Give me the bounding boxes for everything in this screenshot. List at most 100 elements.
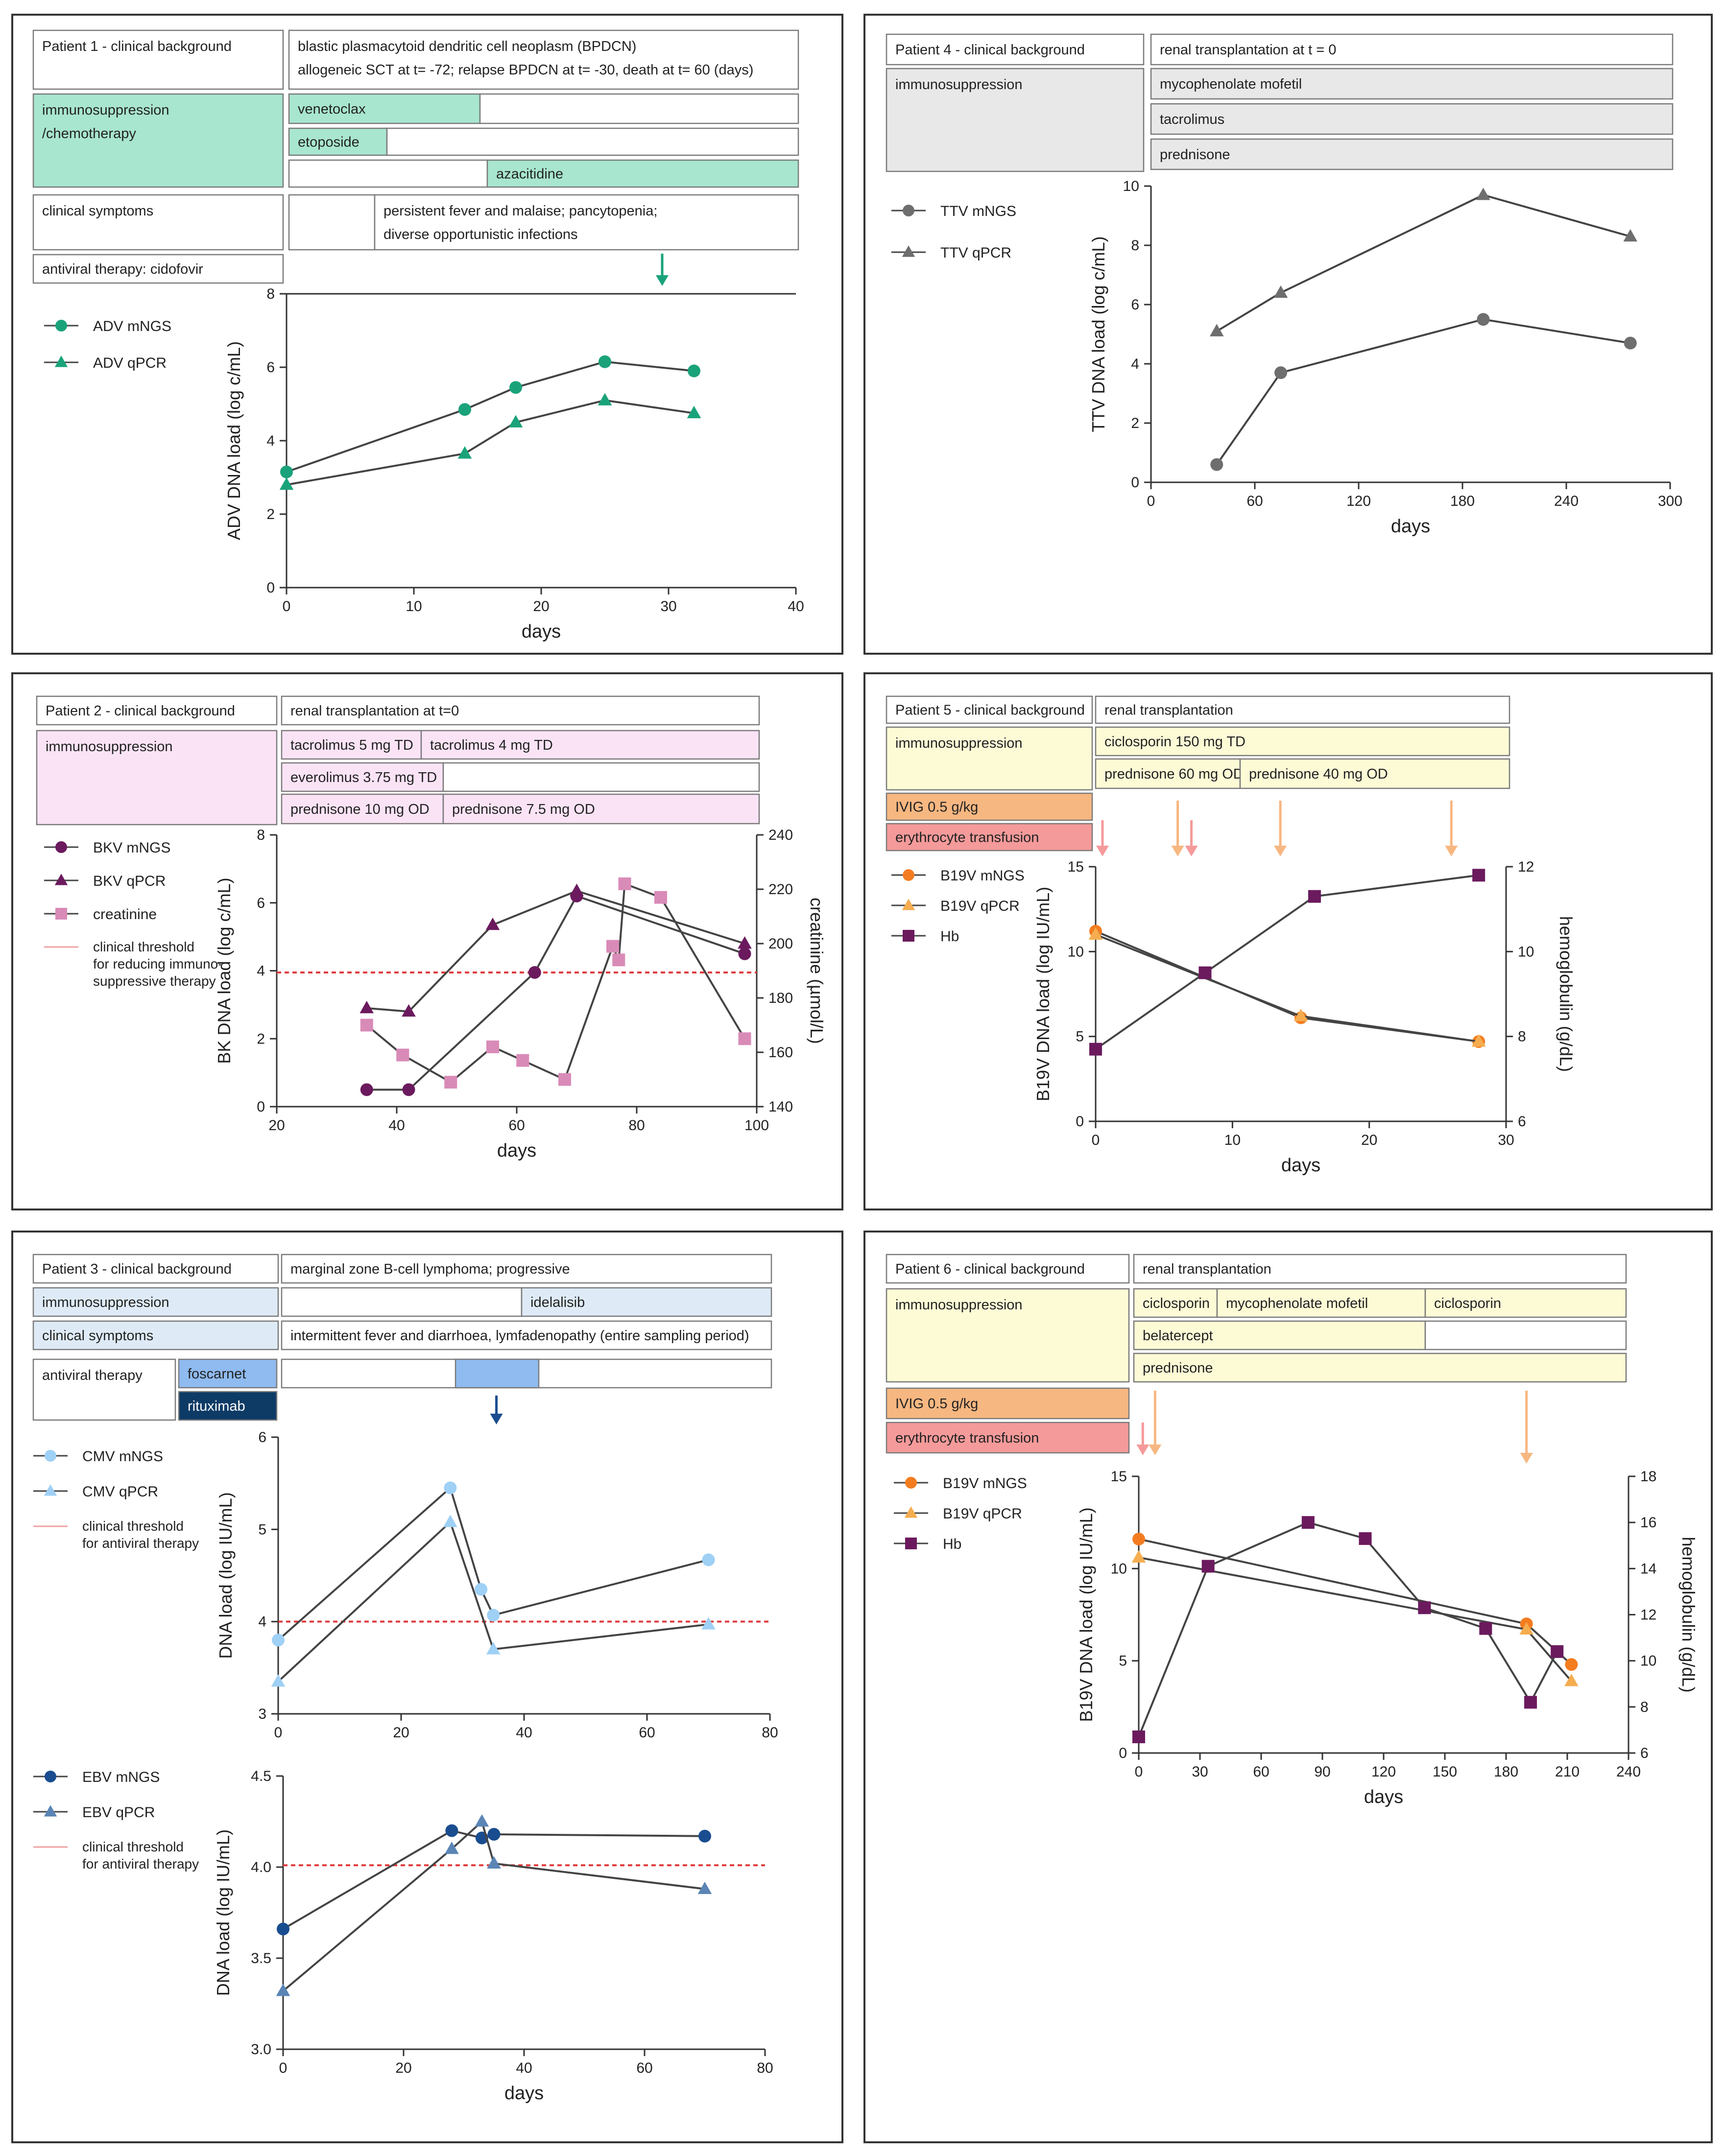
legend-label: BKV mNGS	[93, 840, 170, 856]
y2-tick-label: 6	[1640, 1745, 1649, 1761]
legend-threshold-label: clinical threshold for reducing immuno-su…	[93, 939, 223, 989]
data-point	[445, 1841, 459, 1854]
series-line	[366, 890, 745, 1013]
background-label: everolimus 3.75 mg TD	[290, 770, 437, 785]
background-label: rituximab	[188, 1398, 245, 1414]
event-arrow-head	[1520, 1453, 1533, 1464]
data-point	[276, 1984, 290, 1996]
data-point	[1624, 336, 1637, 350]
chart-c3b: 0 20 40 60 80 3.0 3.5 4.0 4.5 days DNA load (log I…	[33, 1768, 773, 2104]
background-box	[288, 29, 799, 90]
background-box	[281, 1287, 523, 1317]
background-box	[32, 93, 284, 188]
background-box	[288, 159, 488, 188]
legend-label: creatinine	[93, 906, 157, 923]
background-label: IVIG 0.5 g/kg	[895, 1396, 978, 1412]
background-label: foscarnet	[188, 1366, 246, 1382]
data-point	[1565, 1658, 1578, 1671]
y2-tick-label: 12	[1518, 859, 1534, 875]
background-box	[886, 792, 1093, 821]
data-point	[402, 1083, 415, 1096]
x-tick-label: 40	[516, 1725, 532, 1741]
data-point	[485, 917, 500, 930]
legend-label: B19V qPCR	[940, 898, 1020, 914]
data-point	[528, 966, 541, 979]
x-tick-label: 20	[268, 1117, 285, 1134]
background-box	[1424, 1288, 1627, 1318]
data-point	[1551, 1645, 1564, 1658]
background-box	[442, 762, 760, 792]
x-tick-label: 120	[1371, 1764, 1396, 1780]
chart-c3a: 0 20 40 60 80 3 4 5 6 DNA load (log IU/mL) CMV mNG…	[33, 1396, 778, 1741]
data-point	[516, 1054, 529, 1067]
background-box	[32, 29, 284, 90]
x-tick-label: 20	[393, 1725, 409, 1741]
x-tick-label: 0	[274, 1725, 283, 1741]
x-tick-label: 0	[279, 2060, 288, 2076]
x-axis-label: days	[497, 1140, 536, 1161]
data-point	[508, 415, 523, 427]
y-tick-label: 4	[1131, 356, 1139, 372]
x-tick-label: 20	[533, 598, 549, 615]
data-point	[1089, 1042, 1102, 1056]
y2-tick-label: 16	[1640, 1515, 1656, 1531]
background-label: Patient 1 - clinical background	[42, 39, 232, 54]
x-tick-label: 10	[406, 598, 422, 615]
legend-label: BKV qPCR	[93, 873, 166, 889]
y2-tick-label: 10	[1640, 1653, 1656, 1669]
data-point	[443, 1515, 457, 1527]
x-tick-label: 30	[660, 598, 676, 615]
data-point	[271, 1674, 286, 1687]
x-axis-label: days	[1364, 1787, 1403, 1807]
legend-label: CMV qPCR	[82, 1484, 158, 1500]
x-tick-label: 180	[1494, 1764, 1518, 1780]
y-tick-label: 6	[257, 895, 265, 911]
background-box	[281, 730, 422, 760]
background-box	[281, 762, 444, 792]
event-arrow-head	[1171, 846, 1184, 856]
y-tick-label: 2	[266, 506, 275, 522]
series-line	[1216, 318, 1631, 465]
x-tick-label: 300	[1658, 493, 1682, 509]
background-label: prednisone 10 mg OD	[290, 802, 430, 817]
data-point	[697, 1881, 712, 1895]
data-point	[598, 393, 612, 405]
data-point	[402, 1004, 416, 1017]
data-point	[1210, 458, 1223, 471]
data-point	[279, 477, 294, 490]
background-label: antiviral therapy	[42, 1368, 143, 1383]
x-tick-label: 30	[1498, 1132, 1514, 1148]
legend-label: CMV mNGS	[82, 1448, 163, 1465]
data-point	[272, 1634, 285, 1647]
legend-label: B19V mNGS	[940, 868, 1025, 884]
x-tick-label: 80	[762, 1725, 778, 1741]
data-point	[1273, 285, 1288, 298]
background-label: idelalisib	[530, 1295, 585, 1310]
legend-marker	[905, 1477, 917, 1489]
data-point	[1274, 366, 1287, 379]
data-point	[444, 1076, 457, 1089]
background-label: azacitidine	[496, 166, 563, 182]
background-label: immunosuppression	[42, 102, 169, 118]
background-box	[886, 695, 1093, 724]
background-box	[178, 1358, 278, 1389]
data-point	[1479, 1622, 1492, 1635]
data-point	[738, 1032, 751, 1045]
legend-marker	[55, 841, 67, 853]
x-tick-label: 80	[757, 2060, 773, 2076]
data-point	[457, 446, 472, 459]
background-box	[1239, 758, 1510, 789]
background-label: tacrolimus 5 mg TD	[290, 737, 413, 753]
legend-threshold-label-line: suppressive therapy	[93, 973, 216, 989]
data-point	[487, 1856, 501, 1869]
y-tick-label: 5	[1119, 1653, 1127, 1669]
background-box	[886, 823, 1093, 852]
event-arrow-head	[1185, 846, 1198, 856]
data-point	[570, 883, 584, 896]
y-tick-label: 8	[266, 286, 275, 302]
x-tick-label: 60	[1246, 493, 1263, 509]
data-point	[1132, 1730, 1145, 1744]
background-label: intermittent fever and diarrhoea, lymfad…	[290, 1328, 749, 1344]
background-box	[886, 726, 1093, 791]
legend-label: B19V mNGS	[943, 1475, 1027, 1492]
